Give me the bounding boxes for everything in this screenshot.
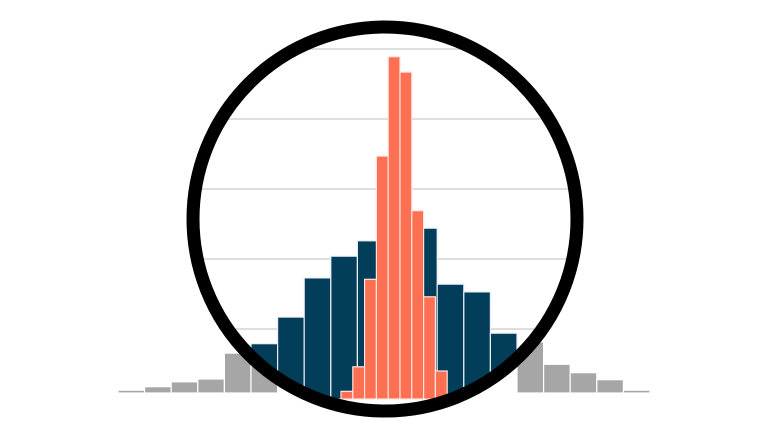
gray-bar: [197, 378, 226, 394]
gray-bar: [144, 386, 172, 394]
orange-bar: [364, 278, 378, 400]
orange-bar: [423, 296, 437, 400]
gray-bar: [170, 381, 199, 394]
orange-bar: [352, 366, 366, 400]
orange-bar: [399, 71, 413, 400]
gray-bar: [117, 389, 146, 394]
gray-bar: [542, 363, 571, 394]
orange-bar: [411, 210, 425, 400]
gray-bar: [596, 379, 624, 394]
navy-bar: [303, 277, 332, 400]
magnifier-ring: [186, 20, 584, 418]
narrow-histogram: [340, 56, 448, 400]
gray-bar: [569, 372, 598, 394]
orange-bar: [375, 155, 389, 400]
orange-bar: [340, 390, 354, 400]
orange-bar: [387, 56, 401, 400]
gray-bar: [622, 389, 651, 394]
